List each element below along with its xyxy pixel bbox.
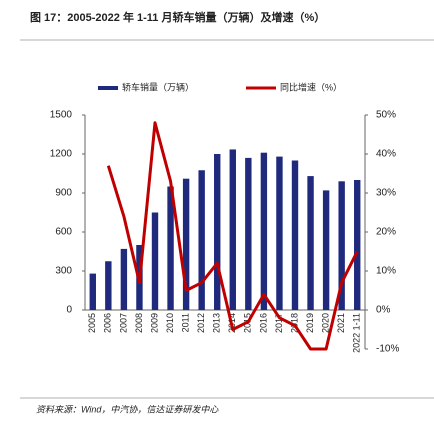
y2-tick-label: 0% <box>376 305 391 316</box>
bar <box>260 152 268 310</box>
y-tick-label: 900 <box>55 188 72 199</box>
y2-tick-label: 40% <box>376 149 396 160</box>
y-tick-label: 600 <box>55 227 72 238</box>
y2-tick-label: 50% <box>376 110 396 121</box>
bar <box>89 273 96 310</box>
y2-tick-label: -10% <box>376 344 399 355</box>
x-tick-label: 2021 <box>336 313 346 333</box>
x-tick-label: 2006 <box>103 313 113 333</box>
source: 资料来源：Wind，中汽协，信达证券研发中心 <box>36 404 219 414</box>
bar <box>229 149 236 310</box>
y-tick-label: 1200 <box>50 149 73 160</box>
bar <box>245 157 252 310</box>
x-tick-label: 2011 <box>180 313 190 332</box>
x-tick-label: 2022 1-11 <box>352 313 362 353</box>
x-tick-label: 2020 <box>320 313 330 333</box>
y-tick-label: 1500 <box>50 110 73 121</box>
legend-label: 同比增速（%） <box>280 81 342 92</box>
x-tick-label: 2012 <box>196 313 206 333</box>
bar <box>182 178 190 310</box>
bar <box>338 181 345 310</box>
x-tick-label: 2010 <box>165 313 175 333</box>
x-tick-label: 2016 <box>258 313 268 333</box>
line <box>106 121 359 351</box>
chart-title: 图 17：2005-2022 年 1-11 月轿车销量（万辆）及增速（%） <box>30 10 325 24</box>
y2-tick-label: 20% <box>376 227 396 238</box>
bar <box>276 156 283 310</box>
x-tick-label: 2005 <box>87 313 97 333</box>
y-tick-label: 0 <box>66 305 72 316</box>
bar <box>198 170 205 310</box>
bar <box>105 261 112 310</box>
y2-tick-label: 10% <box>376 266 396 277</box>
bar <box>167 186 174 310</box>
x-tick-label: 2017 <box>274 313 284 333</box>
bar <box>322 190 330 310</box>
x-tick-label: 2009 <box>149 313 159 333</box>
x-tick-label: 2018 <box>289 313 299 333</box>
x-tick-label: 2007 <box>118 313 128 333</box>
legend-swatch <box>98 86 118 90</box>
x-tick-label: 2019 <box>305 313 315 333</box>
x-tick-label: 2008 <box>134 313 144 333</box>
bar <box>214 154 221 310</box>
bar <box>291 160 299 310</box>
bar <box>151 212 159 310</box>
bar <box>120 248 128 310</box>
bar <box>354 180 361 310</box>
bar <box>307 176 314 310</box>
legend-label: 轿车销量（万辆） <box>122 81 194 92</box>
x-tick-label: 2013 <box>212 313 222 333</box>
y-tick-label: 300 <box>55 266 72 277</box>
y2-tick-label: 30% <box>376 188 396 199</box>
